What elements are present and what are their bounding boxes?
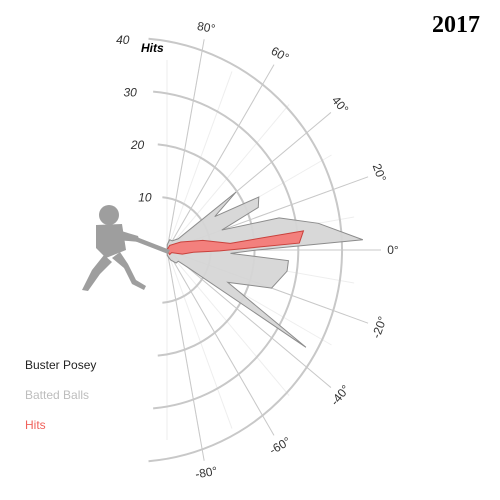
year-title: 2017 <box>432 12 480 38</box>
angle-tick-label: -20° <box>369 314 390 340</box>
legend-batted-balls: Batted Balls <box>25 388 90 402</box>
minor-spoke <box>166 249 290 396</box>
major-spoke <box>166 249 332 388</box>
radial-tick-label: 40 <box>116 33 130 47</box>
legend-hits: Hits <box>25 418 46 432</box>
angle-tick-label: 60° <box>269 44 292 65</box>
angle-tick-label: 20° <box>370 162 389 184</box>
minor-spoke <box>166 104 290 251</box>
major-spoke <box>166 64 275 251</box>
angle-tick-label: 40° <box>329 93 352 116</box>
hits-area <box>166 230 305 256</box>
radial-tick-label: 10 <box>138 191 152 205</box>
angle-tick-label: -40° <box>328 382 353 408</box>
radial-unit-label: Hits <box>141 41 164 55</box>
radial-arc <box>153 90 300 410</box>
radial-tick-label: 20 <box>130 138 145 152</box>
radial-tick-label: 30 <box>124 86 138 100</box>
legend-player: Buster Posey <box>25 358 97 372</box>
major-spoke <box>166 39 205 251</box>
angle-tick-label: 80° <box>196 19 216 36</box>
minor-spoke <box>166 71 233 251</box>
major-spoke <box>166 249 275 436</box>
major-spoke <box>166 249 205 461</box>
angle-tick-label: -60° <box>267 434 293 457</box>
axis-labels: 10 20 30 40 Hits 80° 60° 40° 20° 0° -20° -40° -60° -8… <box>116 19 399 481</box>
batter-silhouette <box>82 205 170 291</box>
batted-balls-area <box>166 191 364 348</box>
minor-spoke <box>166 249 233 429</box>
series-batted-balls <box>166 191 364 348</box>
angle-tick-label: 0° <box>387 243 399 257</box>
radial-arc <box>148 37 344 463</box>
angle-tick-label: -80° <box>194 464 218 482</box>
series-hits <box>166 230 305 256</box>
